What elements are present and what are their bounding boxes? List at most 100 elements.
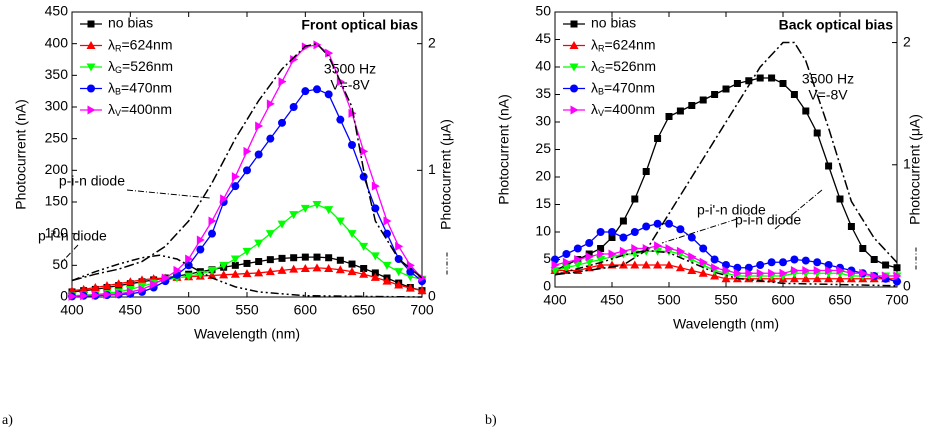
marker [219, 261, 229, 270]
marker [825, 162, 833, 170]
marker [813, 266, 822, 275]
marker [208, 216, 217, 226]
marker [254, 239, 264, 248]
marker [687, 266, 697, 274]
marker [665, 219, 673, 228]
y-tick-label: 50 [52, 256, 68, 272]
marker [312, 263, 322, 272]
marker [138, 284, 147, 294]
y2-tick-label: 1 [903, 155, 911, 171]
marker [114, 279, 124, 288]
annotation: V=-8V [330, 77, 370, 93]
curve-label: p-i-n diode [59, 173, 125, 189]
marker [265, 230, 275, 239]
marker [266, 134, 275, 143]
marker [893, 271, 902, 281]
y-tick-label: 0 [543, 278, 551, 294]
chart-title: Back optical bias [779, 17, 894, 33]
y-tick-label: 35 [535, 85, 551, 101]
x-tick-label: 700 [410, 302, 434, 318]
marker [173, 265, 182, 275]
marker [654, 135, 662, 142]
y-tick-label: 20 [535, 168, 551, 184]
marker [698, 268, 708, 277]
y-tick-label: 25 [535, 140, 551, 156]
marker [585, 252, 594, 262]
marker [348, 141, 356, 149]
marker [417, 286, 427, 295]
x-tick-label: 600 [294, 302, 318, 318]
marker [675, 263, 685, 272]
legend-label: no bias [591, 15, 636, 31]
marker [301, 87, 310, 96]
marker [893, 264, 901, 272]
legend-label: λG=526nm [591, 58, 656, 76]
marker [665, 113, 673, 120]
marker [242, 269, 252, 278]
marker [825, 266, 834, 275]
marker [779, 258, 787, 267]
marker [722, 266, 731, 275]
x-tick-label: 400 [543, 292, 567, 308]
legend-label: λV=400nm [108, 101, 172, 119]
marker [870, 256, 878, 263]
marker [383, 216, 392, 226]
marker [630, 228, 639, 236]
marker [665, 244, 674, 253]
x-tick-label: 550 [714, 292, 738, 308]
marker [631, 195, 639, 203]
marker [289, 103, 298, 111]
curve-label: p-i'-n diode [697, 202, 766, 218]
y-tick-label: 10 [535, 223, 551, 239]
marker [699, 257, 708, 267]
marker [278, 118, 286, 127]
legend-label: λV=400nm [591, 101, 655, 119]
leader-line [61, 244, 79, 263]
marker [370, 272, 380, 281]
y2-tick-label: 0 [903, 278, 911, 294]
marker [550, 267, 560, 275]
marker [150, 279, 159, 289]
marker [562, 250, 571, 258]
marker [790, 266, 799, 275]
marker [630, 260, 640, 269]
marker [687, 233, 696, 242]
y2-tick-label: 2 [903, 33, 911, 49]
legend-label: λB=470nm [108, 79, 172, 97]
marker [847, 223, 855, 230]
marker [336, 115, 345, 124]
marker [859, 268, 868, 278]
marker [569, 63, 579, 72]
marker [406, 260, 415, 270]
y-tick-label: 300 [45, 98, 69, 114]
y-tick-label: 5 [543, 250, 551, 266]
marker [290, 254, 298, 262]
marker [721, 274, 731, 283]
marker [801, 274, 811, 283]
marker [745, 77, 753, 85]
marker [779, 268, 788, 278]
curve-line [554, 249, 898, 287]
marker [324, 206, 334, 215]
leader-line [774, 189, 823, 230]
marker [359, 269, 369, 278]
leader-line [126, 189, 211, 199]
marker [137, 282, 147, 291]
marker [584, 258, 594, 267]
marker [642, 168, 650, 175]
marker [767, 258, 776, 267]
marker [324, 264, 334, 272]
marker [570, 84, 578, 93]
marker [847, 268, 856, 278]
marker [756, 261, 765, 269]
marker [255, 121, 264, 131]
leader-line [661, 218, 738, 244]
y-axis-label: Photocurrent (nA) [496, 94, 512, 205]
y-tick-label: 30 [535, 113, 551, 129]
marker [688, 252, 697, 262]
marker [664, 260, 674, 269]
marker [313, 253, 321, 261]
marker [86, 63, 96, 72]
marker [406, 267, 415, 276]
